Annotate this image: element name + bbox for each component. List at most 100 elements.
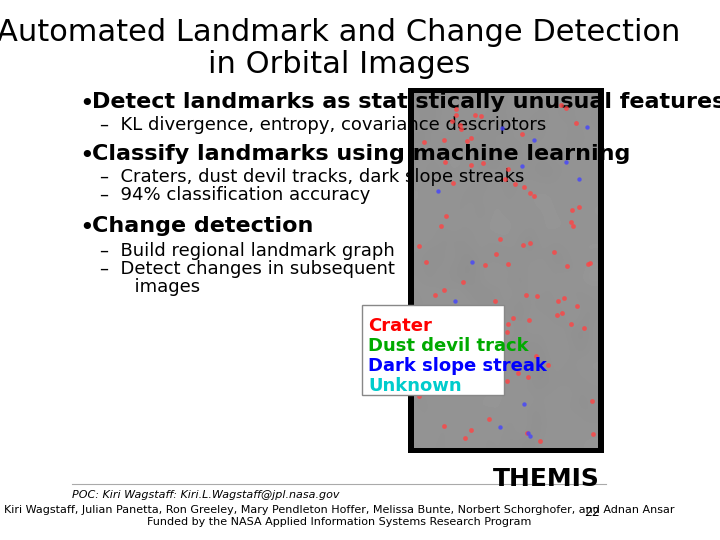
Point [518,241,529,249]
Point [549,248,560,256]
Point [447,179,459,187]
Text: •: • [80,144,94,168]
Point [525,188,536,197]
Point [510,179,521,188]
Point [528,191,540,200]
Point [428,370,440,379]
Point [543,361,554,369]
Point [518,183,530,191]
Bar [408,88,603,453]
Text: Change detection: Change detection [92,216,313,236]
Point [581,123,593,131]
Point [561,262,572,271]
Bar [362,305,504,395]
Point [573,203,585,212]
Point [523,316,534,325]
Text: in Orbital Images: in Orbital Images [208,50,470,79]
Text: –  94% classification accuracy: – 94% classification accuracy [99,186,370,204]
Point [444,352,456,360]
Text: 22: 22 [584,506,600,519]
Point [513,369,524,377]
Point [524,238,536,247]
Point [490,249,502,258]
Point [450,105,462,113]
Text: Classify landmarks using machine learning: Classify landmarks using machine learnin… [92,144,630,164]
Point [520,291,531,300]
Point [418,138,430,146]
Point [469,110,480,119]
Point [429,291,441,299]
Point [530,352,541,361]
Point [420,258,431,267]
Text: Detect landmarks as statistically unusual features: Detect landmarks as statistically unusua… [92,92,720,112]
Point [501,328,513,336]
Point [552,310,563,319]
Point [518,400,530,408]
Point [479,261,490,269]
Point [476,112,487,120]
Point [570,119,581,127]
Point [508,313,519,322]
Point [582,259,594,268]
Point [449,296,461,305]
Point [446,117,457,125]
Point [465,426,477,434]
Point [517,162,528,171]
Point [494,423,505,431]
Point [465,134,477,143]
Point [557,309,568,318]
Text: –  KL divergence, entropy, covariance descriptors: – KL divergence, entropy, covariance des… [99,116,546,134]
Point [523,428,534,437]
Point [566,217,577,226]
Point [477,159,489,168]
Text: •: • [80,216,94,240]
Point [524,431,536,440]
Point [522,372,534,381]
Point [494,235,505,244]
Point [566,205,577,214]
Point [413,392,424,400]
Point [466,258,477,267]
Text: Dark slope streak: Dark slope streak [368,357,547,375]
Point [457,278,469,286]
Point [438,285,450,294]
Point [528,136,539,145]
Point [571,301,582,310]
Point [500,174,511,183]
Point [423,321,434,330]
Point [451,376,463,385]
Point [503,260,514,268]
Point [565,319,577,328]
Text: Unknown: Unknown [368,377,462,395]
Point [556,100,567,109]
Point [439,158,451,166]
Point [552,297,564,306]
Text: –  Craters, dust devil tracks, dark slope streaks: – Craters, dust devil tracks, dark slope… [99,168,524,186]
Point [483,415,495,423]
Point [560,158,572,166]
Point [516,130,528,138]
Point [501,377,513,386]
Text: –  Detect changes in subsequent: – Detect changes in subsequent [99,260,395,278]
Point [503,320,514,328]
Point [534,437,545,445]
Point [584,259,595,267]
Point [578,324,590,333]
Point [438,421,449,430]
Point [438,136,450,144]
Point [558,294,570,303]
Point [573,175,585,184]
Point [414,387,426,395]
Point [436,221,447,230]
Point [441,212,452,220]
Point [423,353,435,362]
Point [432,187,444,195]
Point [586,396,598,405]
Point [521,428,533,437]
Point [567,222,578,231]
Point [459,434,471,442]
Point [531,292,543,300]
Point [490,296,501,305]
Point [450,111,462,119]
Point [561,104,572,112]
